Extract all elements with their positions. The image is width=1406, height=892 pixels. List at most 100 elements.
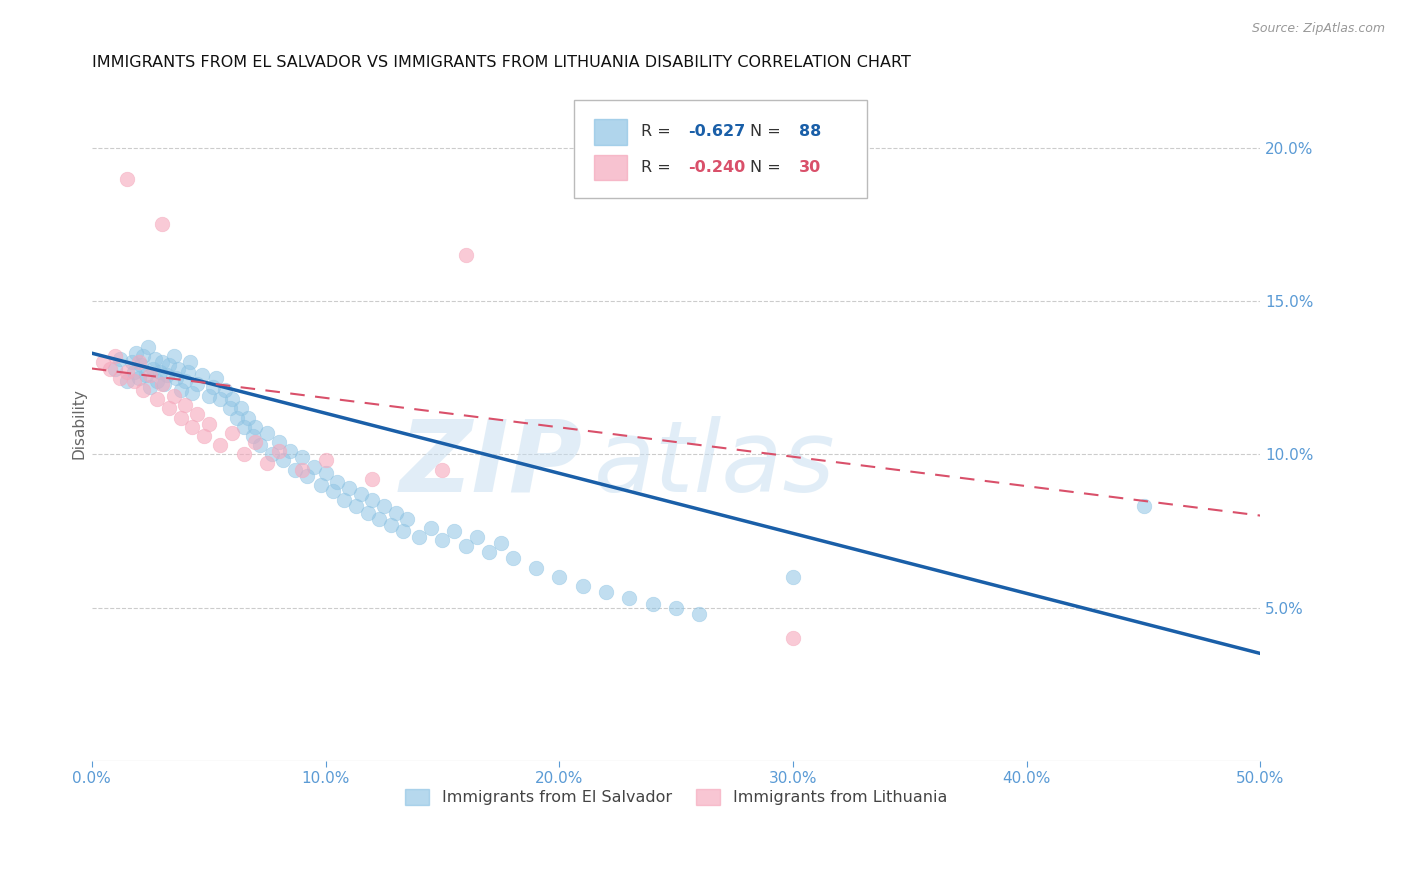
Text: Source: ZipAtlas.com: Source: ZipAtlas.com — [1251, 22, 1385, 36]
Point — [174, 374, 197, 388]
Text: N =: N = — [749, 160, 786, 175]
Point — [146, 392, 169, 406]
Point — [209, 438, 232, 452]
Point — [197, 389, 219, 403]
Point — [174, 398, 197, 412]
Point — [150, 218, 173, 232]
Point — [454, 539, 477, 553]
Point — [146, 374, 169, 388]
Point — [115, 171, 138, 186]
Point — [169, 383, 191, 397]
FancyBboxPatch shape — [575, 100, 866, 198]
Point — [291, 450, 314, 465]
Point — [309, 478, 332, 492]
Point — [689, 607, 711, 621]
Point — [443, 524, 465, 538]
Point — [232, 447, 254, 461]
Point — [478, 545, 501, 559]
Point — [295, 468, 318, 483]
Point — [128, 355, 150, 369]
Point — [322, 484, 344, 499]
Point — [129, 359, 152, 373]
FancyBboxPatch shape — [595, 154, 627, 180]
Point — [197, 417, 219, 431]
Point — [595, 585, 617, 599]
FancyBboxPatch shape — [595, 119, 627, 145]
Point — [454, 248, 477, 262]
Point — [181, 386, 204, 401]
Point — [186, 376, 208, 391]
Point — [238, 410, 260, 425]
Point — [326, 475, 349, 489]
Point — [157, 401, 180, 416]
Point — [619, 591, 641, 606]
Point — [280, 444, 302, 458]
Point — [221, 425, 243, 440]
Point — [432, 462, 454, 476]
Point — [157, 359, 180, 373]
Point — [267, 435, 290, 450]
Point — [150, 376, 173, 391]
Point — [344, 500, 367, 514]
Point — [209, 392, 232, 406]
Text: 30: 30 — [799, 160, 821, 175]
Point — [315, 466, 337, 480]
Text: IMMIGRANTS FROM EL SALVADOR VS IMMIGRANTS FROM LITHUANIA DISABILITY CORRELATION : IMMIGRANTS FROM EL SALVADOR VS IMMIGRANT… — [91, 55, 911, 70]
Text: atlas: atlas — [595, 416, 837, 513]
Y-axis label: Disability: Disability — [72, 388, 86, 459]
Point — [432, 533, 454, 547]
Point — [148, 365, 170, 379]
Point — [155, 368, 177, 382]
Point — [571, 579, 593, 593]
Text: ZIP: ZIP — [399, 416, 582, 513]
Point — [93, 355, 115, 369]
Point — [273, 453, 295, 467]
Point — [169, 410, 191, 425]
Point — [231, 401, 253, 416]
Text: -0.627: -0.627 — [688, 124, 745, 139]
Point — [115, 374, 138, 388]
Point — [524, 560, 547, 574]
Point — [419, 521, 441, 535]
Point — [249, 438, 271, 452]
Point — [361, 472, 384, 486]
Point — [391, 524, 413, 538]
Point — [202, 380, 225, 394]
Point — [193, 429, 215, 443]
Point — [139, 380, 162, 394]
Point — [190, 368, 212, 382]
Point — [1132, 500, 1154, 514]
Point — [165, 370, 187, 384]
Point — [349, 487, 371, 501]
Point — [665, 600, 688, 615]
Point — [232, 419, 254, 434]
Text: R =: R = — [641, 124, 676, 139]
Point — [225, 410, 247, 425]
Point — [337, 481, 360, 495]
Point — [115, 365, 138, 379]
Text: -0.240: -0.240 — [688, 160, 745, 175]
Point — [153, 376, 176, 391]
Point — [214, 383, 236, 397]
Point — [641, 598, 664, 612]
Text: R =: R = — [641, 160, 676, 175]
Point — [548, 570, 571, 584]
Point — [361, 493, 384, 508]
Point — [122, 374, 145, 388]
Point — [502, 551, 524, 566]
Point — [368, 511, 391, 525]
Point — [179, 355, 201, 369]
Point — [373, 500, 395, 514]
Point — [467, 530, 489, 544]
Point — [408, 530, 430, 544]
Point — [108, 352, 131, 367]
Point — [135, 368, 157, 382]
Point — [260, 447, 283, 461]
Legend: Immigrants from El Salvador, Immigrants from Lithuania: Immigrants from El Salvador, Immigrants … — [396, 781, 955, 814]
Point — [162, 349, 184, 363]
Point — [782, 631, 804, 645]
Point — [128, 370, 150, 384]
Point — [315, 453, 337, 467]
Point — [162, 389, 184, 403]
Point — [256, 457, 278, 471]
